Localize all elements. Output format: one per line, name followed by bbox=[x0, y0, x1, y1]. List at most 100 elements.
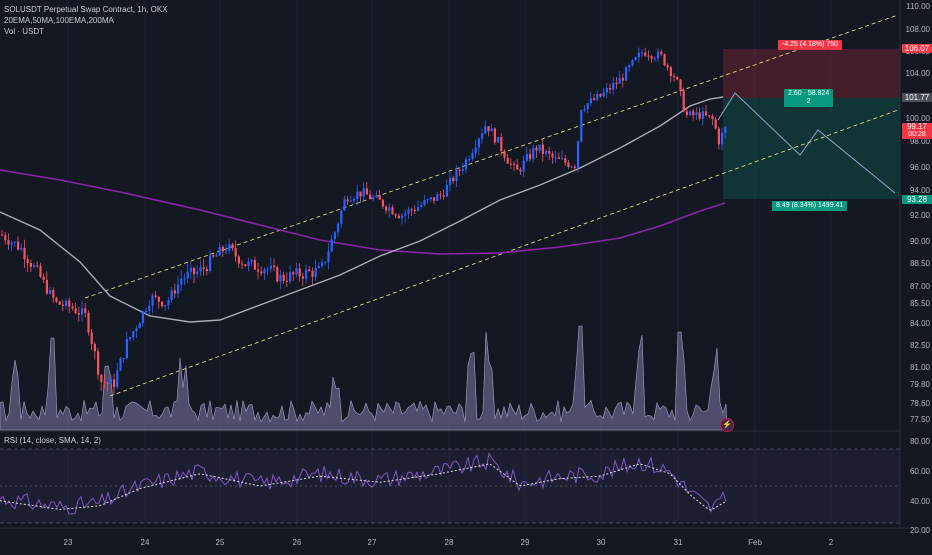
candle-body bbox=[676, 77, 679, 80]
candle-body bbox=[65, 300, 68, 306]
volume-legend[interactable]: Vol · USDT bbox=[4, 27, 45, 36]
candle-body bbox=[695, 112, 698, 116]
candle-body bbox=[285, 280, 288, 282]
candle-body bbox=[97, 351, 100, 375]
candle-body bbox=[343, 199, 346, 211]
price-tick: 88.50 bbox=[909, 259, 930, 268]
candle-body bbox=[484, 126, 487, 134]
time-label: 25 bbox=[215, 538, 225, 547]
candle-body bbox=[506, 157, 509, 164]
candle-body bbox=[564, 158, 567, 163]
candle-body bbox=[215, 255, 218, 257]
candle-body bbox=[113, 379, 116, 388]
candle-body bbox=[532, 147, 535, 160]
candle-body bbox=[577, 141, 580, 168]
candle-body bbox=[401, 215, 404, 219]
projection-path[interactable] bbox=[717, 92, 896, 194]
candle-body bbox=[189, 267, 192, 272]
candle-body bbox=[525, 153, 528, 161]
candle-body bbox=[721, 132, 724, 145]
candle-body bbox=[538, 144, 541, 151]
price-tick: 85.50 bbox=[909, 299, 930, 308]
candle-body bbox=[330, 239, 333, 252]
candle-body bbox=[468, 159, 471, 161]
candle-body bbox=[17, 241, 20, 250]
price-tick: 110.00 bbox=[906, 2, 930, 11]
candle-body bbox=[717, 128, 720, 145]
candle-body bbox=[557, 157, 560, 159]
candle-body bbox=[356, 191, 359, 199]
lightning-icon[interactable]: ⚡ bbox=[720, 418, 734, 432]
candle-body bbox=[439, 194, 442, 196]
candle-body bbox=[324, 261, 327, 263]
candle-body bbox=[314, 267, 317, 277]
candle-body bbox=[100, 374, 103, 382]
candle-body bbox=[234, 248, 237, 257]
candle-body bbox=[481, 133, 484, 139]
candle-body bbox=[237, 256, 240, 264]
price-tick: 81.00 bbox=[909, 363, 930, 372]
candle-body bbox=[381, 199, 384, 207]
candle-body bbox=[423, 200, 426, 205]
candle-body bbox=[90, 332, 93, 345]
candle-body bbox=[49, 290, 52, 294]
candle-body bbox=[541, 144, 544, 155]
candle-body bbox=[346, 199, 349, 202]
candle-body bbox=[42, 276, 45, 280]
candle-body bbox=[429, 197, 432, 200]
candle-body bbox=[103, 381, 106, 383]
price-tick: 87.00 bbox=[909, 282, 930, 291]
candle-body bbox=[87, 312, 90, 333]
candle-body bbox=[1, 234, 4, 236]
candle-body bbox=[647, 55, 650, 57]
candle-body bbox=[461, 168, 464, 171]
price-tick: 78.60 bbox=[909, 399, 930, 408]
candle-body bbox=[212, 255, 215, 257]
candle-body bbox=[378, 195, 381, 200]
candle-body bbox=[36, 265, 39, 267]
candle-body bbox=[365, 188, 368, 195]
symbol-title[interactable]: SOLUSDT Perpetual Swap Contract, 1h, OKX bbox=[4, 5, 168, 14]
chart-legend[interactable]: SOLUSDT Perpetual Swap Contract, 1h, OKX… bbox=[4, 4, 167, 37]
candle-body bbox=[420, 204, 423, 207]
candle-body bbox=[276, 267, 279, 282]
candle-body bbox=[7, 240, 10, 245]
candle-body bbox=[637, 52, 640, 58]
candle-body bbox=[413, 210, 416, 212]
current-price-tag: 101.77 bbox=[902, 93, 932, 102]
candle-body bbox=[545, 150, 548, 155]
price-axis[interactable]: 110.00108.00106.00104.00102.00100.0098.0… bbox=[900, 0, 932, 528]
candle-body bbox=[327, 251, 330, 262]
candle-body bbox=[340, 210, 343, 224]
rsi-legend[interactable]: RSI (14, close, SMA, 14, 2) bbox=[4, 436, 101, 445]
candle-body bbox=[509, 163, 512, 165]
candle-body bbox=[177, 284, 180, 294]
candle-body bbox=[135, 328, 138, 332]
candle-body bbox=[337, 223, 340, 233]
candle-body bbox=[385, 206, 388, 211]
candle-body bbox=[141, 311, 144, 324]
take-profit-zone[interactable] bbox=[723, 98, 900, 199]
candle-body bbox=[362, 188, 365, 197]
candle-body bbox=[257, 269, 260, 272]
reward-label: 8.49 (8.34%) 1499.41 bbox=[772, 201, 848, 211]
candle-body bbox=[388, 207, 391, 211]
candle-body bbox=[407, 209, 410, 214]
candle-body bbox=[116, 370, 119, 388]
candle-body bbox=[692, 111, 695, 116]
candle-body bbox=[77, 313, 80, 315]
candle-body bbox=[125, 339, 128, 359]
candle-body bbox=[567, 162, 570, 168]
candle-body bbox=[26, 259, 29, 264]
indicator-legend[interactable]: 20EMA,50MA,100EMA,200MA bbox=[4, 16, 114, 25]
candle-body bbox=[708, 115, 711, 117]
candle-body bbox=[445, 184, 448, 197]
candle-body bbox=[282, 274, 285, 281]
candle-body bbox=[129, 337, 132, 340]
candle-body bbox=[305, 269, 308, 279]
candle-body bbox=[122, 358, 125, 360]
candle-body bbox=[221, 246, 224, 252]
time-label: 28 bbox=[444, 538, 454, 547]
